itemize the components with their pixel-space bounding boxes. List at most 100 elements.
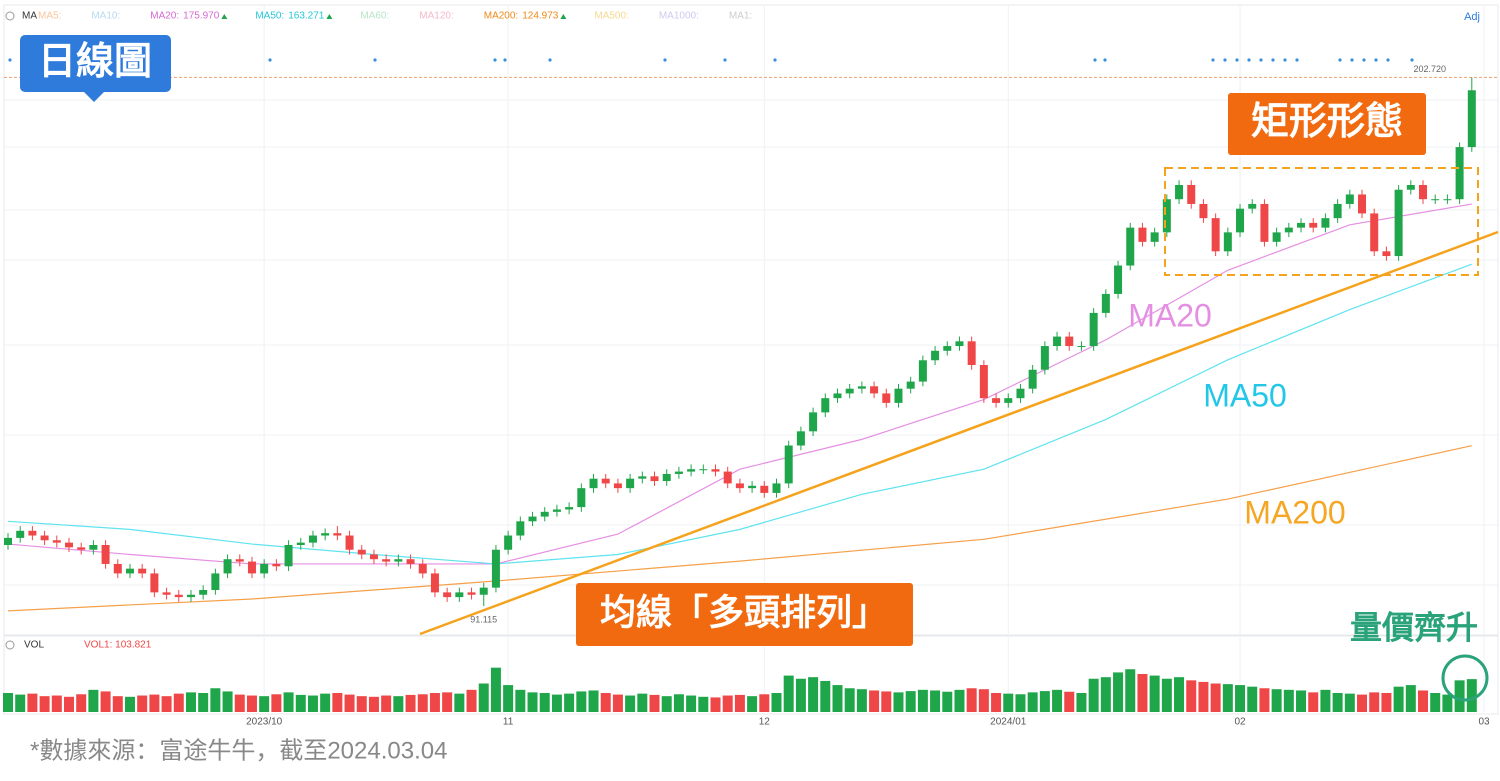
volume-bar (1015, 694, 1026, 712)
candle-body (4, 537, 12, 545)
indicator-name: MA10: (91, 11, 120, 22)
indicator-name: MA1: (729, 11, 752, 22)
volume-bar (1369, 692, 1380, 712)
volume-bar (698, 696, 709, 712)
volume-bar (1247, 686, 1258, 712)
x-tick-label: 2023/10 (246, 717, 283, 728)
indicator-label[interactable]: MA (22, 11, 37, 22)
volume-bar (466, 689, 477, 712)
candle-body (430, 573, 439, 593)
indicator-value: 163.271 (288, 11, 325, 22)
candle-body (1126, 227, 1135, 266)
ma-label: MA20 (1128, 297, 1212, 333)
candle-body (1406, 185, 1415, 190)
candle-body (711, 469, 720, 472)
volume-bar (39, 696, 50, 712)
candle-body (674, 471, 683, 474)
volume-bar (869, 690, 880, 712)
candle-body (1199, 203, 1208, 219)
candle-body (1443, 199, 1452, 201)
candle-body (662, 473, 671, 482)
period-label: 日線圖 (38, 41, 152, 83)
candle-body (687, 469, 696, 472)
volume-bar (1235, 685, 1246, 712)
volume-bar (820, 680, 831, 712)
volume-bar (320, 693, 331, 712)
candle-body (979, 365, 988, 399)
candle-body (89, 545, 98, 550)
volume-bar (1418, 690, 1429, 712)
candle-body (784, 445, 793, 484)
volume-bar (454, 693, 465, 712)
volume-bar (442, 692, 453, 712)
volume-bar (1125, 669, 1136, 712)
candle-body (845, 388, 854, 394)
candle-body (650, 476, 659, 482)
candle-body (1004, 398, 1013, 403)
volume-bar (1064, 691, 1075, 712)
indicator-arrow (560, 14, 567, 19)
candle-body (760, 485, 769, 493)
candle-body (1297, 222, 1306, 228)
settings-icon[interactable] (5, 11, 15, 21)
candle-body (1016, 388, 1025, 399)
volume-bar (149, 694, 160, 712)
volume-bar (1052, 689, 1063, 712)
candle-body (16, 530, 25, 538)
ma-label: MA50 (1203, 377, 1287, 413)
candle-body (1089, 312, 1098, 347)
settings-icon[interactable] (5, 640, 15, 650)
volume-bar (905, 691, 916, 712)
ma-line (7, 445, 1472, 612)
event-dots (8, 58, 1414, 62)
x-tick-label: 03 (1478, 717, 1490, 728)
volume-bar (588, 690, 599, 712)
volume-bar (1174, 677, 1185, 712)
volume-bar (991, 693, 1002, 712)
ma-line (7, 263, 1473, 565)
candle-body (613, 483, 622, 489)
volume-bar (1320, 689, 1331, 712)
volume-bar (978, 689, 989, 712)
candle-body (1358, 194, 1367, 214)
adj-label[interactable]: Adj (1464, 11, 1480, 23)
candle-body (199, 590, 208, 595)
candle-body (1187, 185, 1196, 204)
volume-bar (161, 696, 172, 712)
volume-price-label: 量價齊升 (1350, 609, 1478, 645)
indicator-value: 124.973 (522, 11, 559, 22)
volume-bar (954, 689, 965, 712)
candle-body (833, 393, 842, 399)
candle-body (528, 516, 537, 522)
candle-body (1309, 222, 1318, 228)
candle-body (1053, 336, 1062, 347)
candle-body (382, 559, 391, 562)
volume-bar (283, 692, 294, 712)
candle-body (247, 561, 256, 574)
candle-body (809, 412, 818, 432)
volume-bar (844, 688, 855, 712)
ma-label: MA200 (1244, 494, 1345, 530)
volume-bar (1442, 694, 1453, 712)
candle-body (77, 547, 86, 550)
alignment-badge (576, 583, 913, 646)
candle-body (296, 542, 305, 545)
candle-body (1175, 185, 1184, 200)
candle-body (1028, 369, 1037, 389)
candle-body (284, 545, 293, 567)
candle-body (1162, 199, 1171, 233)
volume-bar (576, 691, 587, 712)
candle-body (406, 559, 415, 564)
volume-bar (1344, 693, 1355, 712)
volume-bar (930, 690, 941, 712)
candle-body (479, 587, 488, 595)
candle-body (186, 594, 195, 598)
volume-bar (429, 693, 440, 712)
candle-body (1223, 232, 1232, 252)
candle-body (943, 346, 952, 351)
candle-body (1114, 265, 1123, 294)
volume-bar (612, 694, 623, 712)
volume-bar (3, 693, 13, 712)
volume-bar (185, 692, 196, 712)
trend-line (419, 230, 1499, 636)
